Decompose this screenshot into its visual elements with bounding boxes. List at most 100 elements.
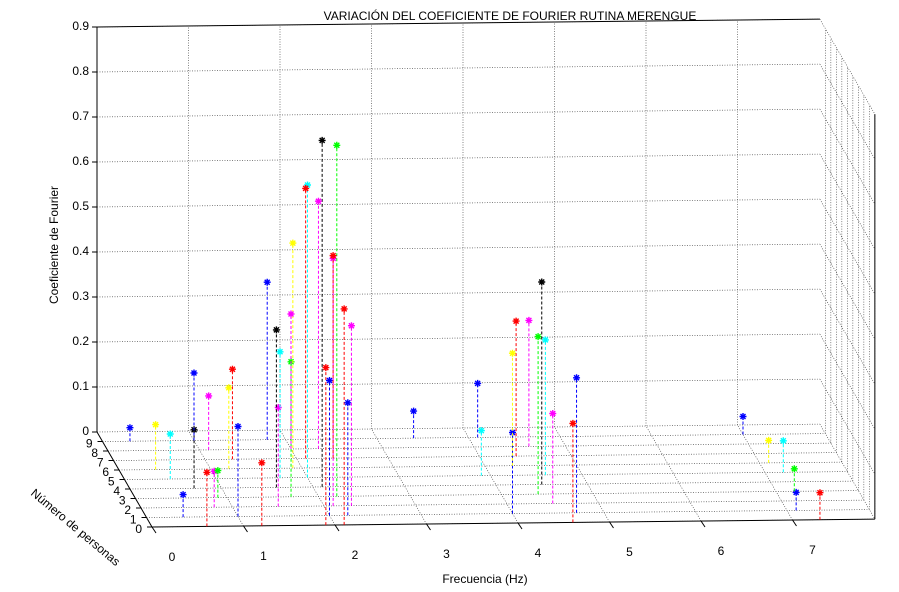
grid-line: [819, 378, 876, 475]
stem-marker: [287, 310, 295, 318]
x-tick-label: 3: [443, 547, 450, 561]
stem-marker: [225, 384, 233, 392]
grid-line: [819, 153, 876, 250]
grid-line: [107, 442, 831, 452]
grid-line: [371, 428, 427, 525]
stem-marker: [258, 459, 266, 467]
y-tick-label: 6: [102, 465, 109, 479]
grid-line: [118, 461, 842, 471]
stem-marker: [210, 467, 218, 475]
stem-marker: [318, 136, 326, 144]
x-tick-label: 0: [169, 550, 176, 564]
y-tick-label: 9: [86, 437, 93, 451]
y-tick-label: 7: [97, 456, 104, 470]
x-tick-label: 6: [718, 544, 725, 558]
z-tick-label: 0.1: [72, 379, 89, 393]
grid-line: [554, 426, 610, 523]
stem-marker: [276, 348, 284, 356]
stem-marker: [272, 326, 280, 334]
grid-line: [462, 427, 519, 524]
x-tick-label: 1: [260, 549, 267, 563]
stem-marker: [329, 252, 337, 260]
x-tick: [426, 523, 431, 531]
chart-title: VARIACIÓN DEL COEFICIENTE DE FOURIER RUT…: [324, 8, 697, 23]
stem-marker: [792, 488, 800, 496]
grid-line: [129, 480, 853, 490]
z-tick-label: 0.6: [72, 154, 89, 168]
stem-marker: [263, 278, 271, 286]
z-tick-label: 0.9: [72, 19, 89, 33]
grid-line: [188, 430, 244, 527]
x-tick-label: 4: [535, 546, 542, 560]
x-tick-label: 2: [352, 548, 359, 562]
stem-marker: [228, 365, 236, 373]
x-tick: [609, 521, 614, 529]
y-tick-label: 2: [124, 503, 131, 517]
grid-line: [819, 63, 876, 160]
stem-marker: [205, 392, 213, 400]
stem-marker: [474, 379, 482, 387]
x-axis-label: Frecuencia (Hz): [442, 572, 527, 586]
stem-marker: [304, 181, 311, 189]
grid-line: [113, 452, 837, 461]
grid-line: [135, 490, 859, 499]
x-tick: [151, 526, 157, 534]
stem-marker: [816, 489, 824, 497]
stem-marker: [790, 465, 798, 473]
stem-marker: [779, 437, 787, 445]
stem-marker: [179, 491, 187, 499]
y-tick-label: 8: [91, 446, 98, 460]
stem-marker: [344, 399, 352, 407]
grid-line: [96, 198, 820, 208]
stem-marker: [512, 317, 520, 325]
stem-marker: [289, 239, 297, 247]
stem-marker: [152, 421, 160, 429]
y-tick-label: 0: [135, 522, 142, 536]
stem-marker: [274, 404, 282, 411]
grid-line: [819, 108, 876, 205]
grid-line: [819, 243, 876, 340]
grid-line: [96, 153, 820, 163]
z-tick-label: 0.7: [72, 109, 89, 123]
grid-line: [96, 333, 820, 343]
x-tick: [517, 522, 523, 530]
stem-marker: [203, 468, 211, 476]
stem-marker: [347, 322, 355, 330]
x-tick: [334, 524, 340, 532]
stem-marker: [333, 141, 341, 149]
y-tick-label: 4: [113, 484, 120, 498]
stem-marker: [549, 410, 557, 417]
stem-marker: [410, 407, 418, 415]
stem-marker: [765, 436, 773, 444]
grid-line: [819, 198, 876, 295]
grid-line: [96, 378, 820, 388]
grid-line: [819, 333, 876, 430]
grid-line: [96, 288, 820, 298]
stem-marker: [525, 316, 533, 324]
x-tick: [243, 525, 248, 533]
grid-line: [645, 425, 702, 522]
stem-marker: [302, 184, 310, 192]
axis-edge: [151, 518, 875, 528]
stem-marker: [508, 349, 516, 357]
stem-marker: [214, 467, 222, 475]
stem-marker: [573, 374, 581, 382]
stem-marker: [477, 427, 485, 435]
x-tick: [700, 520, 706, 528]
grid-line: [819, 288, 876, 385]
axis-edge: [96, 18, 820, 28]
z-axis-label: Coeficiente de Fourier: [47, 186, 61, 304]
z-tick-label: 0.4: [72, 244, 89, 258]
grid-line: [96, 243, 820, 253]
stem-marker: [739, 413, 747, 420]
stem-marker: [534, 333, 542, 341]
z-tick-label: 0.2: [72, 334, 89, 348]
stem-marker: [166, 430, 174, 438]
stem-marker: [126, 424, 134, 432]
stem-marker: [569, 419, 577, 427]
x-tick: [792, 519, 797, 527]
stem-marker: [322, 364, 330, 372]
grid-line: [96, 108, 820, 118]
x-tick-label: 5: [626, 545, 633, 559]
